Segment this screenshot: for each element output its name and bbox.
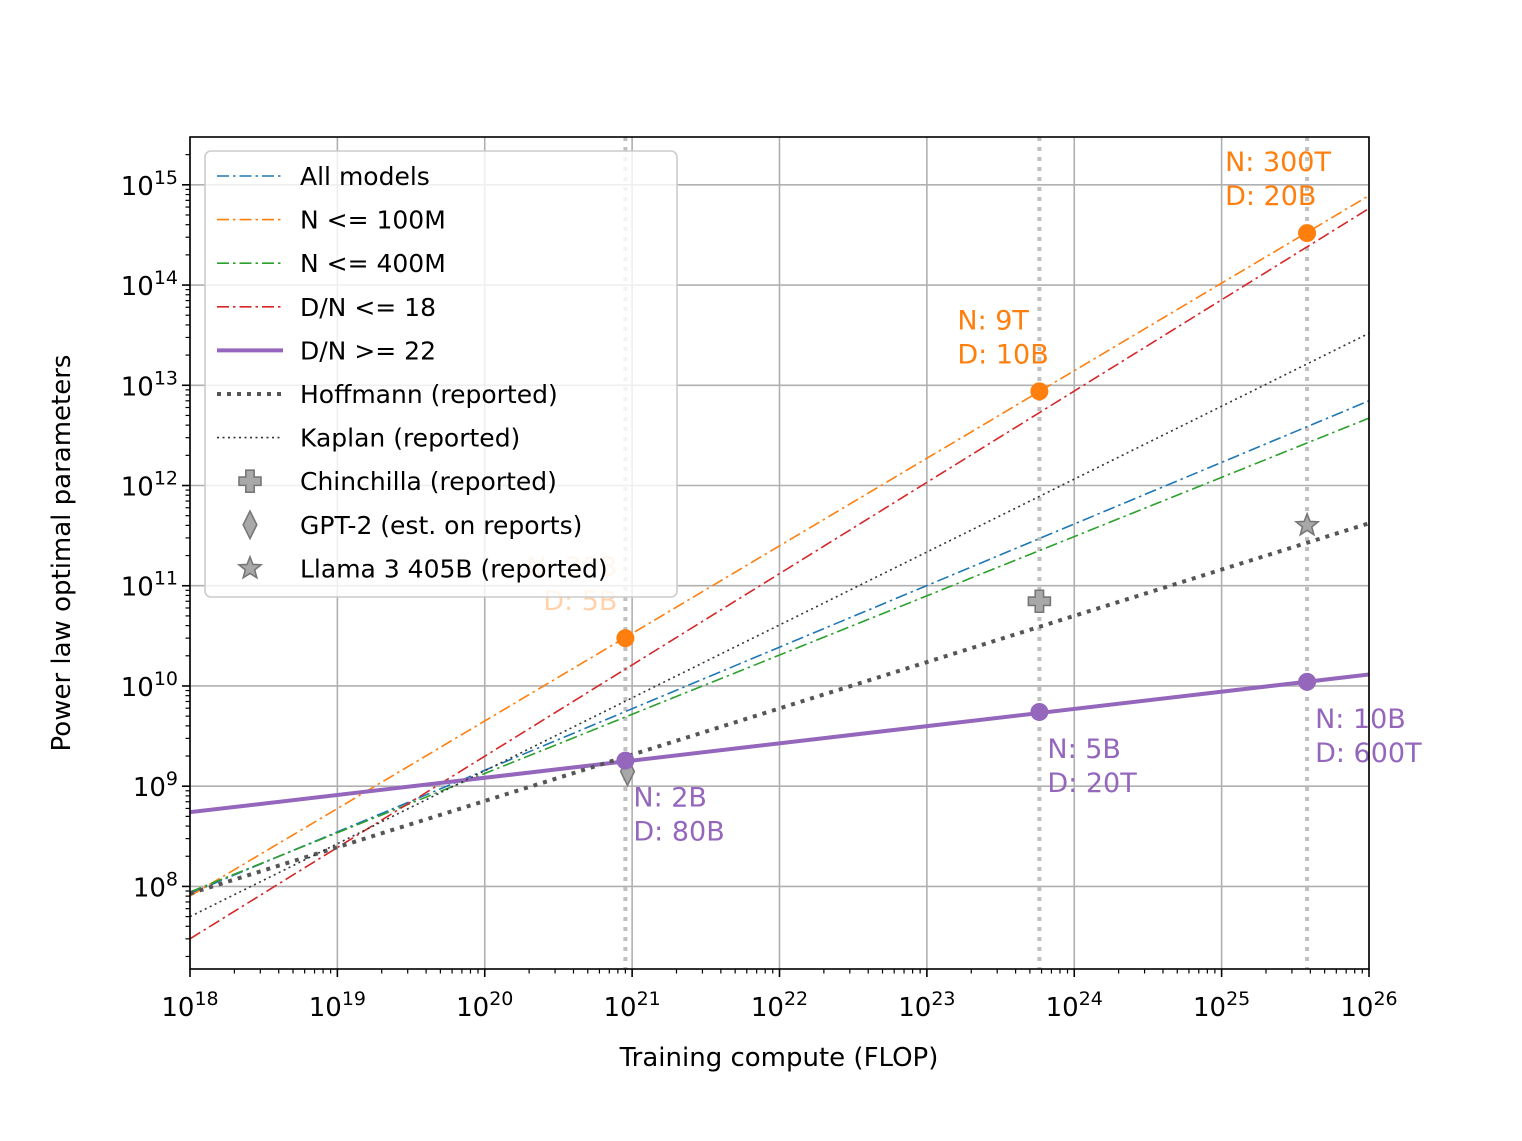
legend-label: Llama 3 405B (reported) [300, 554, 608, 583]
legend-label: Chinchilla (reported) [300, 467, 557, 496]
point-label-d: D: 10B [957, 339, 1048, 370]
series-lines [190, 194, 1369, 940]
point-label-d: D: 20T [1047, 768, 1137, 799]
legend-label: All models [300, 162, 430, 191]
x-tick-label: 1022 [751, 988, 808, 1023]
x-axis-title: Training compute (FLOP) [619, 1043, 939, 1073]
grid [189, 137, 1370, 969]
x-tick-label: 1018 [161, 988, 218, 1023]
series-line [190, 207, 1369, 940]
point-label-n: N: 9T [957, 305, 1029, 336]
legend-box [204, 150, 678, 598]
y-tick-label: 1011 [121, 568, 178, 603]
x-tick-label: 1020 [456, 988, 513, 1023]
y-tick-label: 1014 [121, 267, 178, 302]
reported-marker [1293, 511, 1321, 537]
legend-label: D/N <= 18 [300, 293, 436, 322]
y-tick-label: 108 [133, 868, 178, 903]
legend-marker-swatch [238, 469, 262, 493]
highlight-point [616, 629, 635, 648]
x-tick-label: 1019 [309, 988, 366, 1023]
series-line [190, 400, 1369, 895]
point-label-d: D: 20B [1225, 181, 1316, 212]
highlight-point [616, 751, 635, 770]
reference-vlines [623, 137, 1310, 969]
highlight-point [1298, 672, 1317, 691]
y-axis-title: Power law optimal parameters [47, 355, 77, 752]
point-label-d: D: 80B [633, 817, 724, 848]
legend-marker-swatch [236, 554, 264, 580]
x-tick-label: 1021 [603, 988, 660, 1023]
x-tick-label: 1023 [898, 988, 955, 1023]
series-line [190, 417, 1369, 893]
y-tick-label: 1012 [121, 468, 178, 503]
highlight-points [616, 224, 1317, 770]
x-tick-label: 1025 [1193, 988, 1250, 1023]
highlight-point [1298, 224, 1317, 243]
point-label-n: N: 5B [1047, 734, 1121, 765]
legend-marker-swatch [242, 509, 258, 541]
series-line [190, 672, 1369, 815]
highlight-point [1030, 382, 1049, 401]
y-tick-label: 1013 [121, 367, 178, 402]
legend-label: GPT-2 (est. on reports) [300, 511, 582, 540]
legend-label: N <= 100M [300, 206, 446, 235]
legend: All models N <= 100M N <= 400M D/N <= 18 D/N… [204, 150, 678, 598]
y-tick-label: 109 [133, 768, 178, 803]
legend-label: Hoffmann (reported) [300, 380, 558, 409]
x-tick-label: 1024 [1046, 988, 1103, 1023]
series-line [190, 332, 1369, 918]
legend-label: D/N >= 22 [300, 336, 436, 365]
axis-ticks: 1018 1019 1020 1021 1022 1023 1024 1025 1026 108 1… [121, 154, 1398, 1023]
series-line [190, 194, 1369, 897]
legend-label: Kaplan (reported) [300, 424, 520, 453]
x-tick-label: 1026 [1340, 988, 1397, 1023]
point-label-n: N: 2B [633, 783, 707, 814]
y-tick-label: 1015 [121, 167, 178, 202]
y-tick-label: 1010 [121, 668, 178, 703]
legend-label: N <= 400M [300, 249, 446, 278]
reported-marker [1027, 589, 1052, 614]
point-label-n: N: 300T [1225, 147, 1331, 178]
highlight-point [1030, 702, 1049, 721]
point-label-n: N: 10B [1315, 704, 1406, 735]
